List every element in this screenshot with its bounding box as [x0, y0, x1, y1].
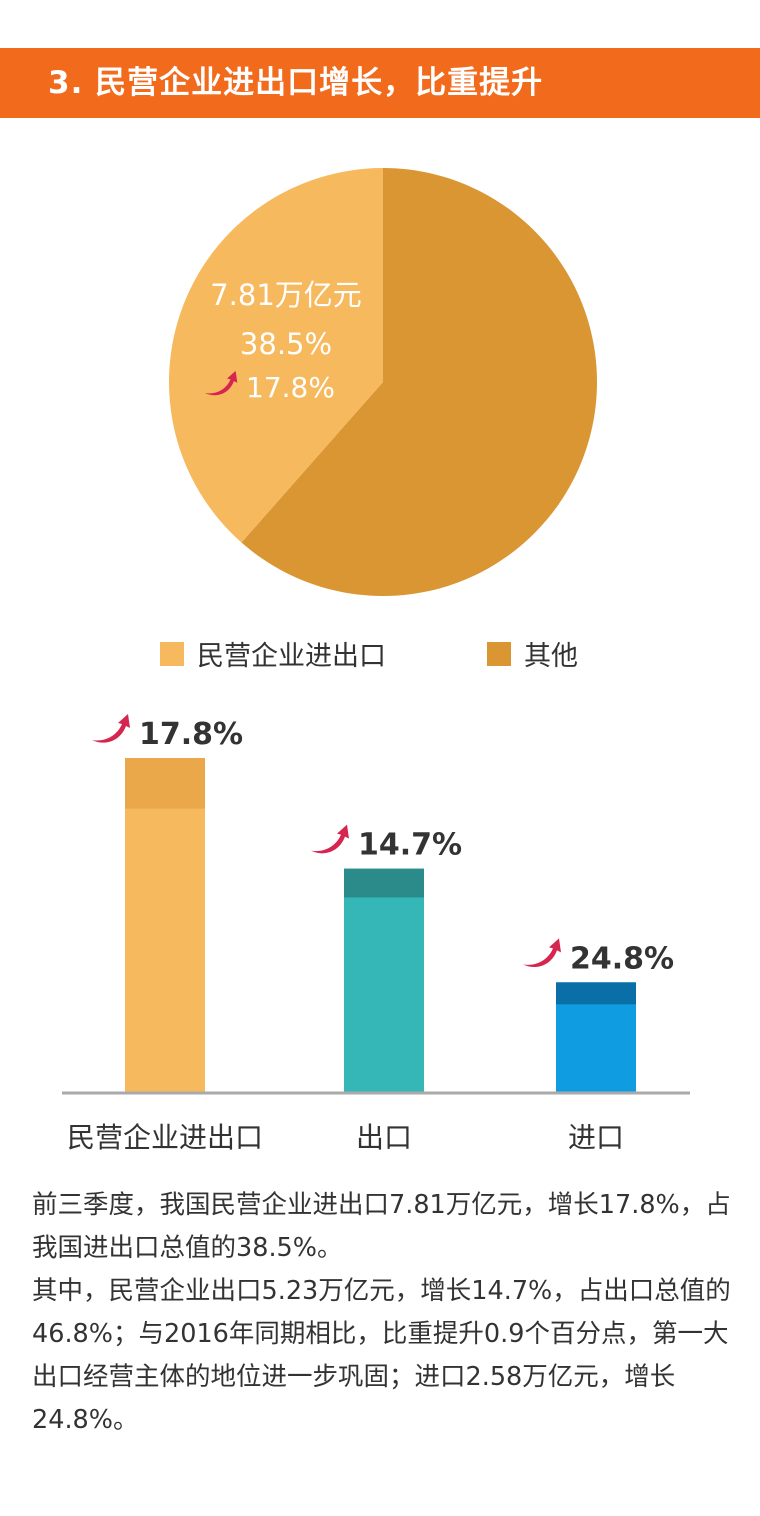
bar-growth-arrow-icon-import: [523, 938, 561, 967]
bar-import-cap: [556, 982, 636, 1005]
legend-label-private: 民营企业进出口: [197, 641, 386, 672]
summary-paragraph: 前三季度，我国民营企业进出口7.81万亿元，增长17.8%，占我国进出口总值的3…: [32, 1190, 731, 1263]
section-title: 3. 民营企业进出口增长，比重提升: [48, 65, 544, 101]
section-header: 3. 民营企业进出口增长，比重提升: [0, 48, 760, 118]
pie-amount-label: 7.81万亿元: [210, 278, 362, 312]
bar-private-cap: [125, 758, 205, 809]
legend-swatch-other: [487, 642, 511, 666]
bar-private: [125, 758, 205, 1093]
pie-legend: 民营企业进出口 其他: [160, 641, 578, 672]
bar-category-label-export: 出口: [356, 1121, 412, 1154]
bar-category-label-private: 民营企业进出口: [67, 1121, 263, 1154]
bar-growth-label-export: 14.7%: [358, 828, 462, 863]
pie-growth-label: 17.8%: [246, 371, 335, 404]
pie-slice-other: [241, 168, 598, 596]
bar-chart: 17.8% 14.7% 24.8% 民营企业进出口 出口 进口: [62, 714, 690, 1154]
bar-export-cap: [344, 868, 424, 898]
bar-export: [344, 868, 424, 1093]
chart-canvas: 7.81万亿元 38.5% 17.8% 民营企业进出口 其他 17.8% 14.…: [62, 168, 690, 1154]
detail-paragraph: 其中，民营企业出口5.23万亿元，增长14.7%，占出口总值的46.8%；与20…: [32, 1276, 731, 1435]
pie-slice-private: [169, 168, 383, 543]
pie-share-label: 38.5%: [240, 327, 332, 361]
bar-growth-arrow-icon-private: [92, 714, 130, 743]
pie-chart: [169, 168, 598, 596]
legend-swatch-private: [160, 642, 184, 666]
legend-label-other: 其他: [524, 641, 578, 672]
bar-growth-arrow-icon-export: [311, 824, 349, 854]
bar-growth-label-import: 24.8%: [570, 941, 674, 976]
bar-category-label-import: 进口: [568, 1121, 624, 1154]
bar-growth-label-private: 17.8%: [139, 717, 243, 752]
